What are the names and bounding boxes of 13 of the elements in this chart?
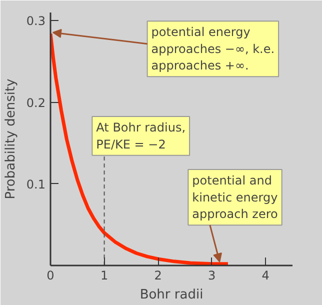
annotation: potential energy approaches −∞, k.e. approaches +∞. [151, 25, 275, 73]
x-tick-label: 1 [100, 268, 108, 282]
x-axis-title: Bohr radii [140, 288, 204, 302]
y-tick-label: 0.1 [26, 177, 46, 192]
x-tick-label: 2 [154, 268, 162, 282]
x-tick-label: 0 [46, 268, 54, 282]
x-tick-label: 4 [262, 268, 270, 282]
annotation: At Bohr radius, PE/KE = −2 [96, 120, 186, 152]
y-axis-title: Probability density [3, 78, 18, 200]
y-tick-label: 0.3 [26, 14, 46, 28]
annotation: potential and kinetic energy approach zero [192, 174, 278, 222]
y-tick-label: 0.2 [26, 96, 46, 110]
x-tick-label: 3 [208, 268, 216, 282]
